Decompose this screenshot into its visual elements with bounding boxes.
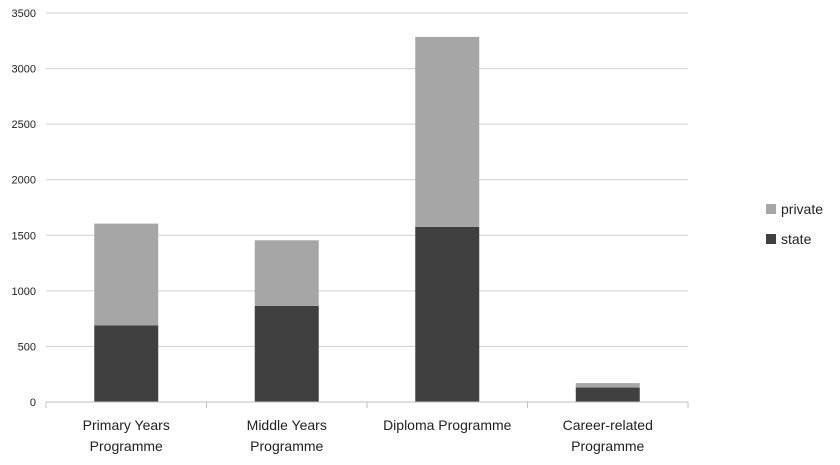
x-category-label: Programme: [90, 438, 163, 454]
legend-label-state: state: [781, 231, 812, 247]
bar-private: [415, 36, 480, 227]
legend-swatch-state: [766, 234, 776, 244]
bar-state: [575, 387, 640, 402]
legend-label-private: private: [781, 201, 823, 217]
axes: [45, 401, 689, 408]
y-tick-label: 0: [30, 397, 36, 409]
x-category-label: Primary Years: [83, 417, 170, 433]
bar-private: [254, 240, 319, 306]
y-tick-label: 2500: [12, 119, 36, 131]
x-category-label: Programme: [571, 438, 644, 454]
x-category-label: Career-related: [563, 417, 653, 433]
bar-private: [575, 383, 640, 388]
bar-private: [94, 223, 159, 326]
x-category-label: Middle Years: [247, 417, 327, 433]
x-category-label: Programme: [250, 438, 323, 454]
y-tick-label: 1500: [12, 230, 36, 242]
y-tick-label: 3500: [12, 8, 36, 20]
x-category-label: Diploma Programme: [383, 417, 512, 433]
y-tick-label: 500: [18, 341, 36, 353]
legend-swatch-private: [766, 204, 776, 214]
bar-state: [415, 226, 480, 402]
legend: private state: [766, 201, 823, 247]
bars: [94, 36, 640, 402]
bar-state: [254, 305, 319, 402]
bar-state: [94, 325, 159, 402]
labels: 0 500 1000 1500 2000 2500 3000 3500 Primary Year…: [12, 8, 653, 454]
y-tick-label: 3000: [12, 64, 36, 76]
y-tick-label: 1000: [12, 286, 36, 298]
y-tick-label: 2000: [12, 175, 36, 187]
